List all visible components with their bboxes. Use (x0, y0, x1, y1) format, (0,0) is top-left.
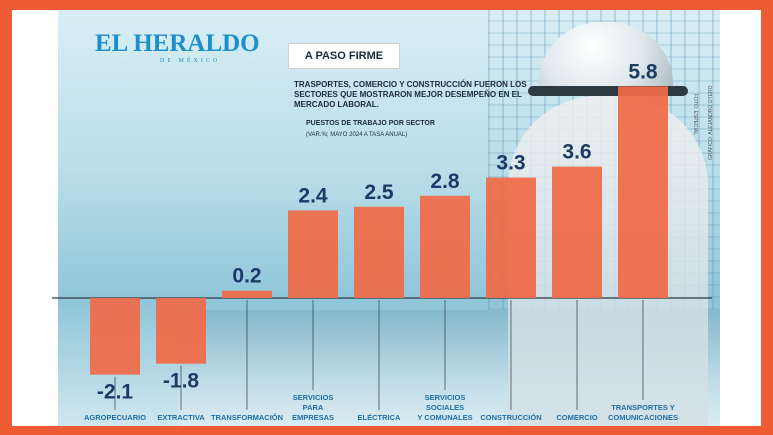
bar-6 (420, 195, 470, 298)
category-label-4: SERVICIOS (293, 393, 334, 402)
brand-logo-subtitle: DE MÉXICO (160, 58, 221, 64)
heading-box: A PASO FIRME (288, 43, 400, 69)
brand-logo: EL HERALDO (95, 30, 260, 57)
bar-1 (90, 298, 140, 375)
bar-9 (618, 86, 668, 298)
value-label-3: 0.2 (232, 265, 261, 288)
value-label-6: 2.8 (430, 170, 460, 193)
category-label-3: TRANSFORMACIÓN (211, 413, 283, 422)
category-label-4: EMPRESAS (292, 413, 334, 422)
category-label-2: EXTRACTIVA (157, 413, 205, 422)
chart-label: PUESTOS DE TRABAJO POR SECTOR (306, 120, 435, 127)
bar-8 (552, 166, 602, 298)
value-label-5: 2.5 (364, 181, 394, 204)
value-label-4: 2.4 (298, 184, 328, 207)
bar-4 (288, 210, 338, 298)
value-label-9: 5.8 (628, 60, 658, 83)
category-label-5: ELÉCTRICA (358, 413, 402, 422)
category-label-6: SOCIALES (426, 403, 464, 412)
graphic-frame: EL HERALDO DE MÉXICO A PASO FIRME TRASPO… (12, 10, 761, 426)
category-label-4: PARA (303, 403, 324, 412)
category-label-8: COMERCIO (556, 413, 597, 422)
category-label-6: Y COMUNALES (417, 413, 472, 422)
chart-unit: (VAR.%; MAYO 2024 A TASA ANUAL) (306, 132, 408, 138)
bar-3 (222, 290, 272, 298)
category-label-7: CONSTRUCCIÓN (480, 413, 541, 422)
category-label-1: AGROPECUARIO (84, 413, 146, 422)
value-label-8: 3.6 (562, 141, 591, 164)
value-label-7: 3.3 (496, 152, 525, 175)
category-label-6: SERVICIOS (425, 393, 466, 402)
bar-2 (156, 298, 206, 364)
worker-illustration (508, 96, 708, 426)
bar-5 (354, 206, 404, 298)
chart-heading: A PASO FIRME (304, 50, 384, 62)
hard-hat-brim (528, 86, 688, 96)
category-label-9: TRANSPORTES Y (611, 403, 675, 412)
bar-7 (486, 177, 536, 298)
chart-subtitle: TRASPORTES, COMERCIO Y CONSTRUCCIÓN FUER… (294, 80, 527, 109)
bar-chart: -2.1AGROPECUARIO-1.8EXTRACTIVA0.2TRANSFO… (52, 60, 712, 422)
category-label-9: COMUNICACIONES (608, 413, 678, 422)
